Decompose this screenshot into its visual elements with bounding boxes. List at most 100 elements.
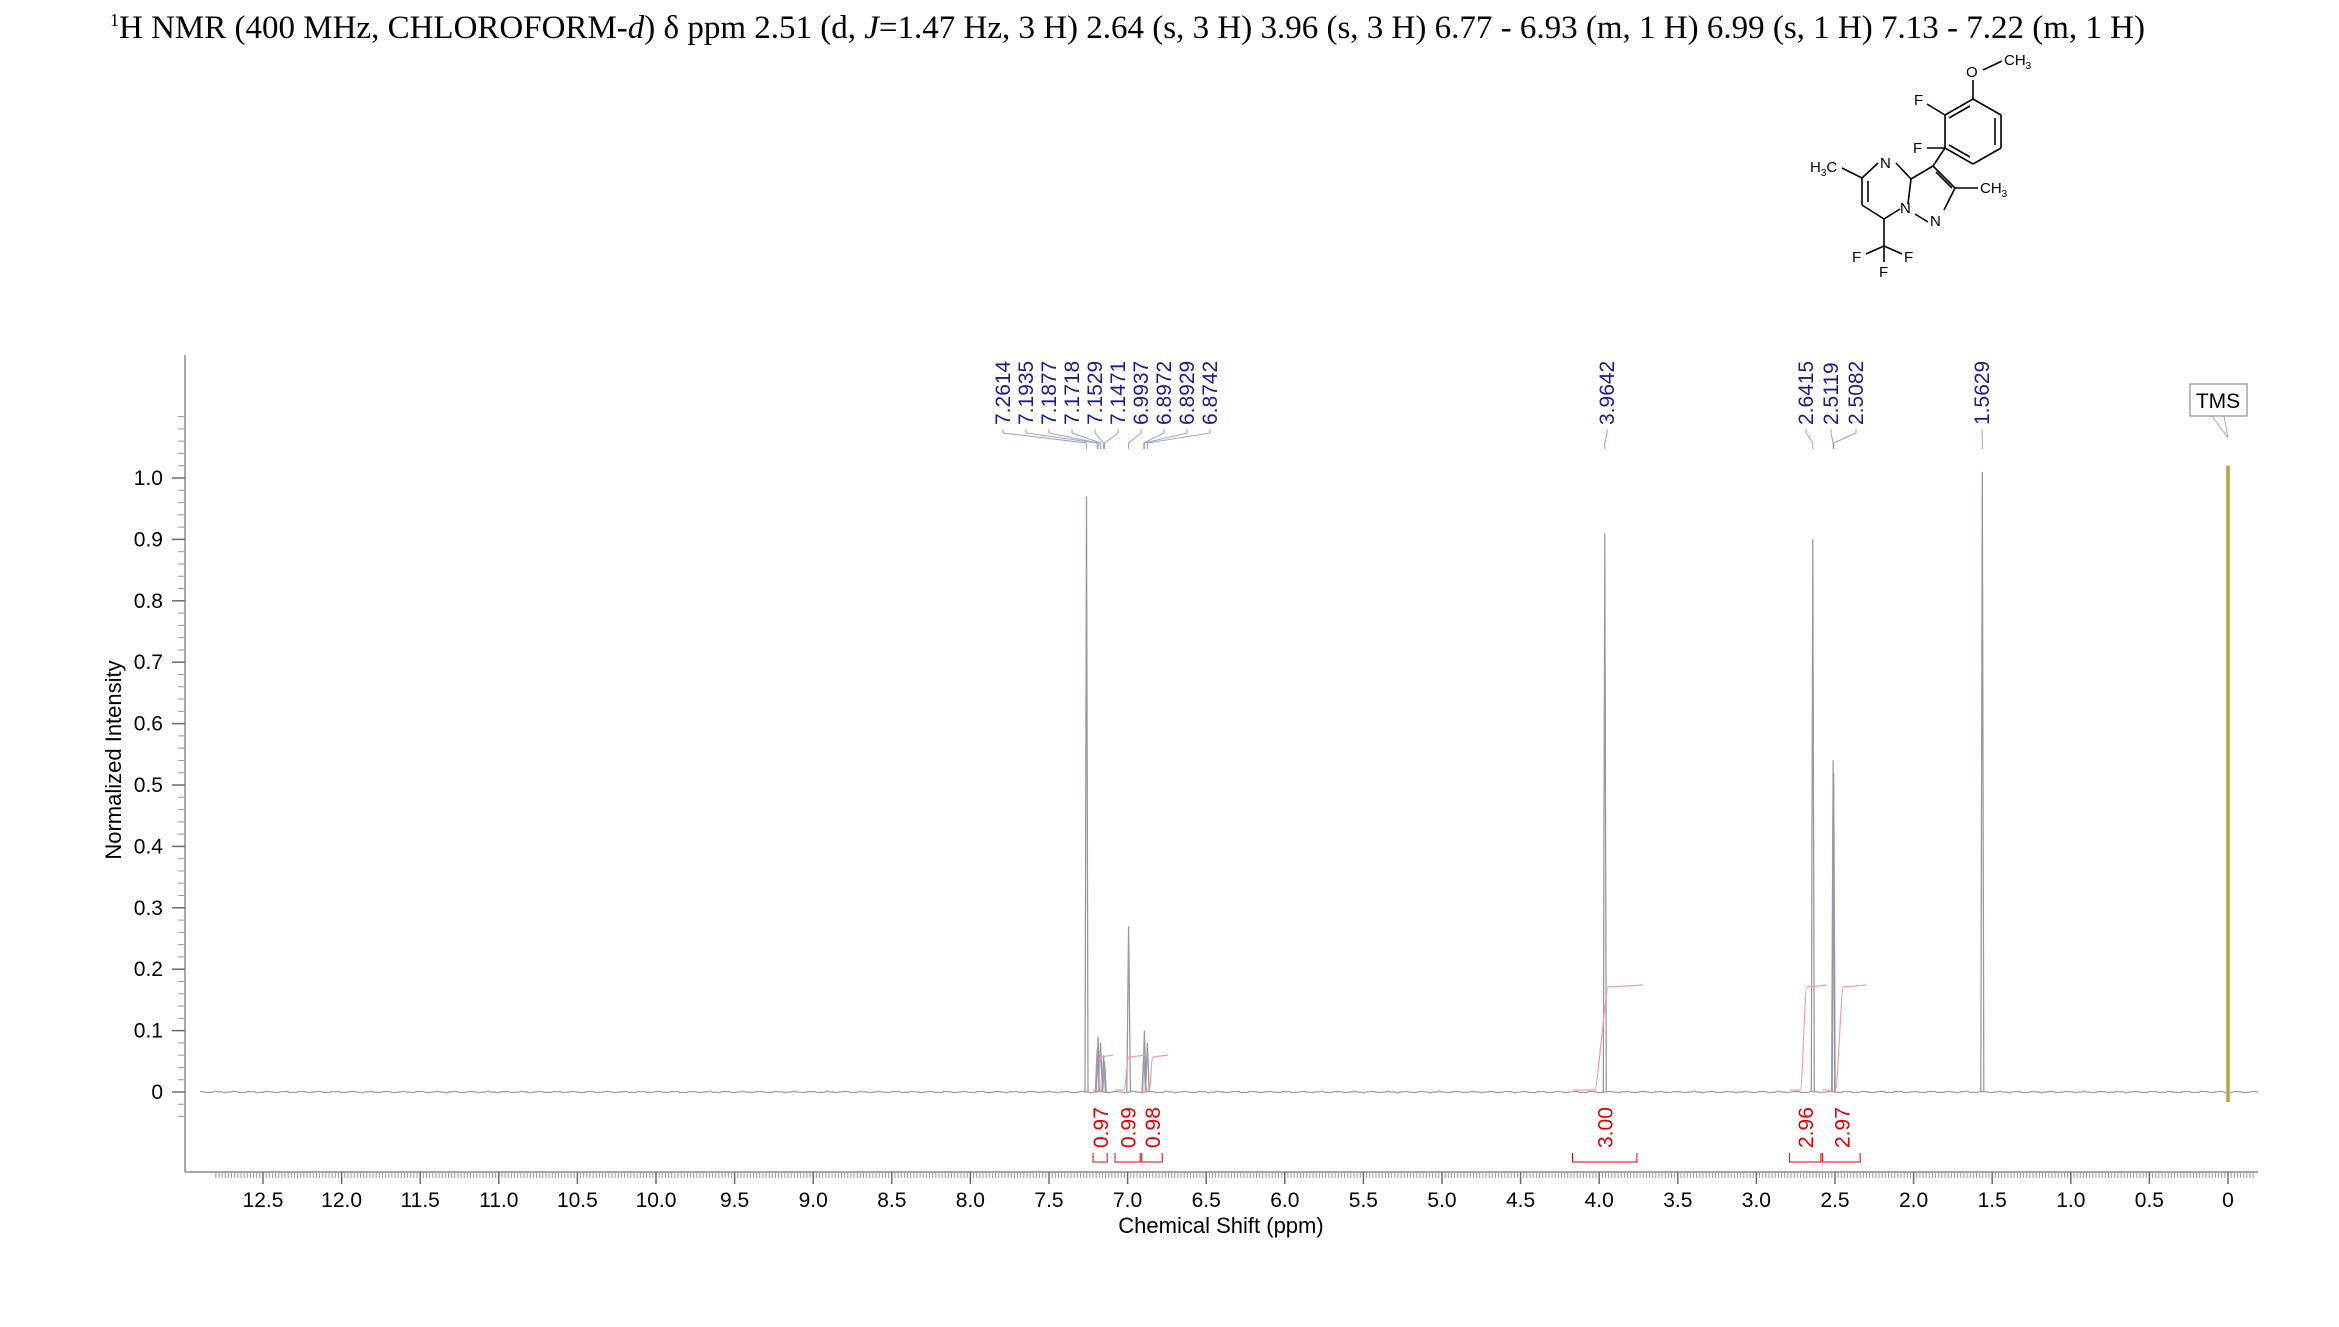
bond [1883,208,1901,220]
peak-label: 7.1718 [1061,361,1084,425]
atom-h3c: H3C [1810,159,1837,179]
x-tick-label: 9.0 [799,1189,828,1212]
integral-bracket [1788,1153,1822,1163]
spectrum-peak [1141,1030,1147,1093]
x-tick-label: 11.0 [479,1189,518,1212]
x-tick-label: 6.5 [1192,1189,1221,1212]
peak-label-leader [1071,429,1102,449]
atom-n-top: N [1880,155,1891,172]
y-axis-label: Normalized Intensity [101,660,126,859]
spectrum-peak [1144,1042,1150,1093]
atom-f-cf3-right: F [1904,249,1913,266]
integral-bracket [1821,1153,1861,1163]
y-tick-label: 0.4 [134,835,164,858]
x-tick-label: 11.5 [401,1189,440,1212]
spectrum-peak [1084,496,1089,1093]
x-tick-label: 4.0 [1585,1189,1614,1212]
peak-label-leader [1830,429,1834,449]
bond [1948,144,1971,158]
integral-value: 2.96 [1795,1107,1818,1148]
peak-label-leader [1143,429,1165,449]
atom-ch3-right: CH3 [1980,180,2008,200]
peak-label: 3.9642 [1596,361,1619,425]
integral-curve [1141,1054,1169,1091]
peak-label: 2.5082 [1845,361,1868,425]
bond [1910,165,1934,180]
x-tick-label: 0.5 [2135,1189,2164,1212]
nucleus-mass: 1 [110,10,119,30]
integral-curve [1822,984,1867,1091]
bond [1914,213,1929,223]
spectrum-peak [1602,533,1607,1093]
bond [1861,162,1879,179]
spectrum-peak [1102,1061,1107,1093]
bond [1982,60,2003,71]
integral-curve [1115,1054,1147,1091]
x-tick-label: 1.0 [2056,1189,2085,1212]
bond [1865,245,1885,255]
integral-bracket [1571,1153,1638,1163]
tms-label-leader [2211,415,2229,439]
bond [1972,98,2002,116]
y-tick-label: 0.3 [134,897,163,920]
peak-label: 6.8972 [1153,361,1176,425]
y-tick-label: 0.1 [134,1020,163,1043]
peak-label-leader [1805,429,1814,449]
peak-label: 6.9937 [1130,361,1153,425]
peak-label: 7.1877 [1038,361,1061,425]
spectrum-peak [1101,1055,1107,1093]
integral-bracket [1092,1153,1108,1163]
x-minor-ticks [215,1172,2254,1178]
integral-curve [1572,984,1643,1091]
y-tick-label: 0.2 [134,958,163,981]
peak-label: 6.8742 [1199,361,1222,425]
x-tick-label: 2.0 [1899,1189,1928,1212]
bond [1935,171,1953,189]
bond [1944,147,1974,165]
x-axis-ticks: 12.5 12.0 11.5 11.0 10.5 10.0 9.5 9.0 8.5 8.0 7.5 7… [243,1172,2234,1212]
x-tick-label: 5.5 [1349,1189,1378,1212]
bond [1932,165,1956,189]
x-tick-label: 12.0 [321,1189,362,1212]
integral-value: 0.97 [1090,1107,1113,1148]
x-tick-label: 7.0 [1113,1189,1142,1212]
y-minor-ticks [178,416,185,1118]
x-tick-label: 2.5 [1820,1189,1849,1212]
integral-curve [1789,984,1827,1091]
y-tick-label: 1.0 [134,467,163,490]
spectrum-title: 1H NMR (400 MHz, CHLOROFORM-d) δ ppm 2.5… [110,10,2145,47]
atom-f2: F [1913,140,1922,157]
bond [1841,167,1863,179]
peak-label-leader [1833,429,1857,449]
title-deuterated: d [627,10,645,46]
x-axis-label: Chemical Shift (ppm) [1118,1213,1323,1238]
x-tick-label: 6.0 [1270,1189,1299,1212]
x-tick-label: 7.5 [1034,1189,1063,1212]
x-tick-label: 4.5 [1506,1189,1535,1212]
y-tick-label: 0.5 [134,774,163,797]
peak-label: 7.1935 [1015,361,1038,425]
peak-label: 6.8929 [1176,361,1199,425]
integral-value: 0.99 [1118,1107,1141,1148]
x-tick-label: 8.0 [956,1189,985,1212]
peak-label-leader [1025,429,1098,449]
x-tick-label: 5.0 [1427,1189,1456,1212]
bond [1883,245,1903,255]
bond [1944,98,1974,116]
peak-label-leader [1604,429,1608,449]
x-tick-label: 8.5 [877,1189,906,1212]
y-tick-label: 0.6 [134,713,163,736]
integral-bracket [1114,1153,1141,1163]
bond [1907,178,1912,205]
x-tick-label: 10.0 [636,1189,677,1212]
title-text-a: H NMR (400 MHz, CHLOROFORM- [119,10,628,46]
bond [1861,204,1885,220]
y-axis-ticks: 0 0.1 0.2 0.3 0.4 0.5 0.6 0.7 0.8 0.9 1.0 [134,467,185,1104]
peak-label-leader [1048,429,1099,449]
bond [1895,162,1912,180]
tms-label-box [2189,383,2248,417]
atom-f-cf3-bottom: F [1879,264,1888,281]
y-tick-label: 0.7 [134,651,163,674]
spectrum-baseline [200,1090,2259,1094]
